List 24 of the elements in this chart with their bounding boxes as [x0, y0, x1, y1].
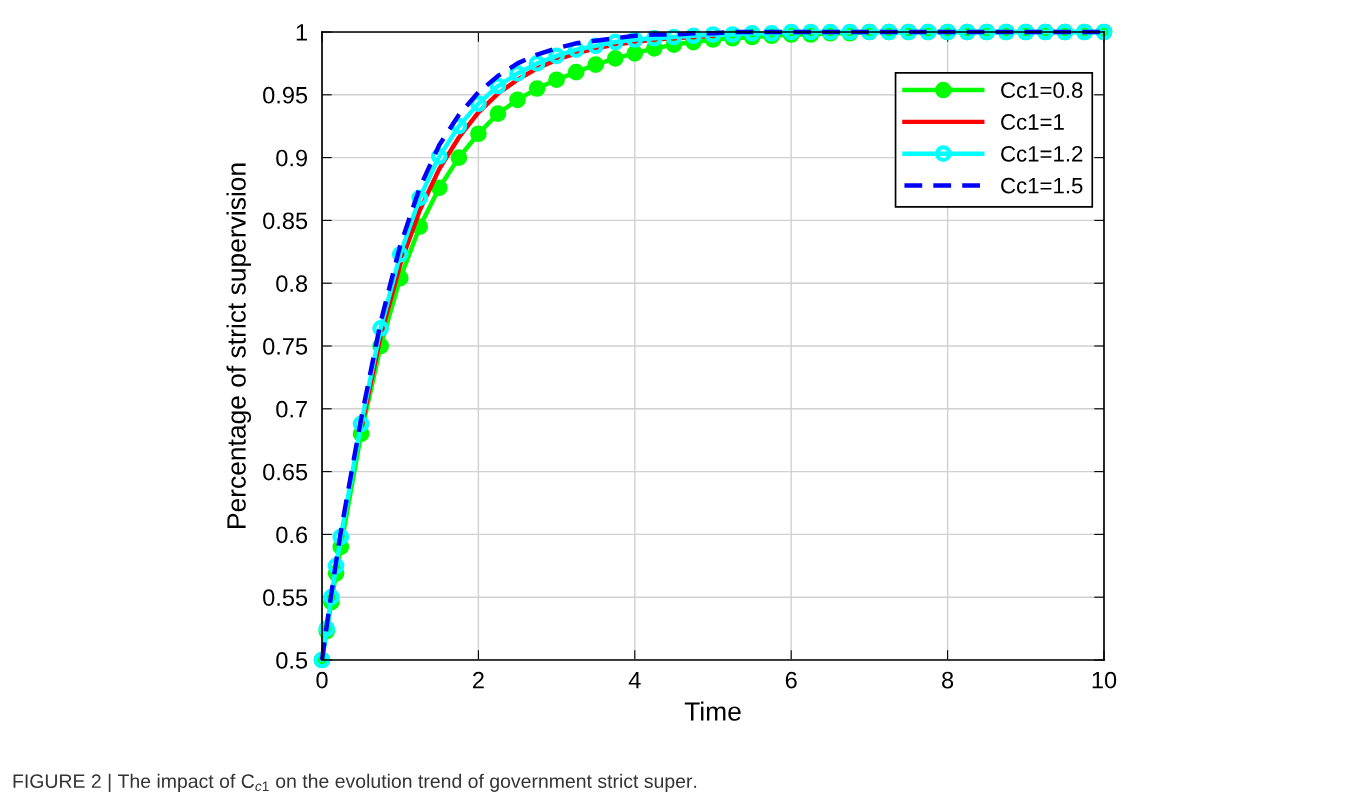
y-tick-label: 0.7 — [276, 400, 307, 418]
x-tick-label: 4 — [628, 671, 641, 689]
y-tick-label: 0.75 — [263, 338, 308, 355]
y-tick-label: 0.85 — [263, 212, 308, 230]
x-tick-label: 6 — [785, 671, 797, 689]
x-tick-label: 8 — [942, 671, 954, 689]
legend-label: Cc1=1.2 — [1001, 145, 1083, 162]
y-tick-label: 0.95 — [263, 86, 308, 104]
y-tick-label: 0.8 — [276, 275, 308, 292]
y-tick-label: 1 — [296, 24, 307, 41]
legend-label: Cc1=0.8 — [1001, 82, 1083, 99]
x-axis-title: Time — [684, 701, 741, 721]
x-tick-label: 2 — [473, 671, 484, 689]
x-tick-label: 10 — [1092, 671, 1117, 689]
legend-label: Cc1=1.5 — [1001, 177, 1083, 194]
y-tick-label: 0.65 — [263, 463, 308, 481]
y-tick-label: 0.9 — [276, 149, 307, 167]
y-axis-title: Percentage of strict supervision — [226, 163, 252, 528]
legend-label: Cc1=1 — [1001, 114, 1064, 130]
y-tick-label: 0.5 — [276, 652, 308, 669]
x-tick-label: 0 — [316, 671, 328, 689]
caption: FIGURE 2 | The impact of C$_{c1}$ on the evolution trend of government strict super. — [13, 773, 697, 792]
y-tick-label: 0.55 — [263, 589, 308, 606]
y-tick-label: 0.6 — [276, 526, 308, 544]
